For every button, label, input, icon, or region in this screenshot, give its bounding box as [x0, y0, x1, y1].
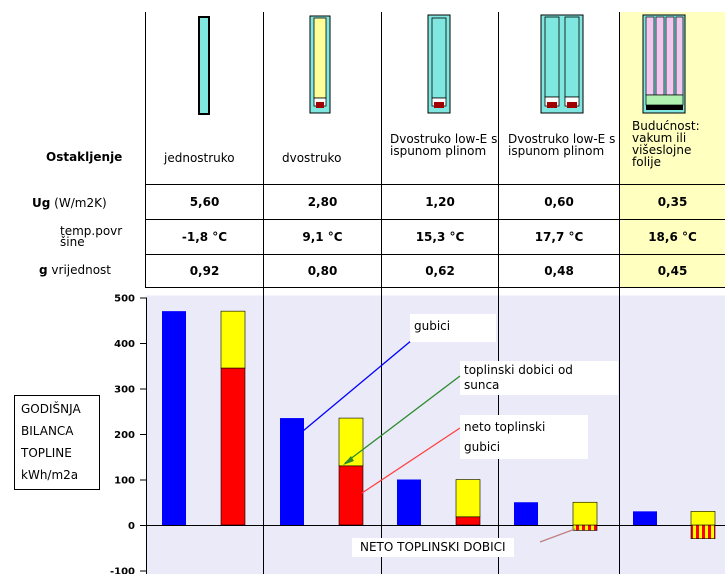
ug-value: 0,60 — [544, 195, 574, 209]
ug-value: 1,20 — [425, 195, 455, 209]
leader-dobici-arrow — [343, 456, 354, 465]
bar-gubici — [280, 418, 304, 525]
bar-gubici — [633, 511, 657, 525]
table-rule — [145, 219, 725, 220]
single-glazing-icon — [198, 16, 210, 115]
callout-neto-dobici: NETO TOPLINSKI DOBICI — [352, 538, 514, 557]
g-rest: vrijednost — [47, 263, 112, 277]
callout-gubici: gubici — [410, 314, 496, 342]
energy-balance-chart: 500 400 300 200 100 0 -100 — [110, 288, 725, 574]
bar-gubici — [162, 311, 186, 525]
g-value: 0,45 — [657, 264, 688, 278]
row-label-g: g vrijednost — [39, 263, 111, 277]
g-value: 0,62 — [425, 264, 455, 278]
ug-label: Ug — [32, 196, 51, 210]
column-name: Dvostruko low-E s ispunom plinom — [390, 132, 498, 158]
ug-value: 0,35 — [657, 195, 688, 209]
column-name: Budućnost: vakum ili višeslojne folije — [632, 120, 700, 169]
leader-dobici — [344, 375, 461, 464]
callout-neto-line: gubici — [464, 440, 501, 454]
table-rule — [145, 287, 725, 288]
multilayer-foil-glazing-icon — [642, 14, 686, 114]
row-label-ug: Ug (W/m2K) — [32, 196, 107, 210]
y-tick-label: 300 — [114, 385, 135, 396]
temp-value: 15,3 °C — [415, 230, 465, 244]
callout-gubici-text: gubici — [414, 319, 451, 333]
row-label-temp: temp.povr šine — [60, 224, 123, 249]
bar-neto-gubici — [338, 465, 364, 526]
g-value: 0,48 — [544, 264, 574, 278]
callout-neto-line: neto toplinski — [464, 420, 546, 434]
leader-neto-dobici — [539, 528, 576, 543]
callout-dobici-line: sunca — [464, 378, 500, 392]
ylabel-box: GODIŠNJA BILANCA TOPLINE kWh/m2a — [14, 395, 100, 490]
g-label: g — [39, 263, 48, 277]
callout-neto: neto toplinski gubici — [460, 415, 588, 459]
ylabel-line: BILANCA — [21, 424, 74, 438]
bar-neto-dobici — [572, 524, 598, 531]
callout-neto-dobici-text: NETO TOPLINSKI DOBICI — [360, 540, 506, 554]
column-name: jednostruko — [164, 151, 235, 165]
bar-dobici-sunca — [455, 479, 481, 518]
y-tick-label: 100 — [114, 476, 135, 487]
bar-gubici — [397, 479, 421, 525]
table-rule — [145, 184, 725, 185]
bar-dobici-sunca — [220, 310, 246, 369]
bar-neto-gubici — [220, 367, 246, 526]
ug-unit: (W/m2K) — [50, 196, 107, 210]
double-glazing-icon — [309, 15, 331, 114]
bar-dobici-sunca — [690, 511, 716, 526]
bar-dobici-sunca — [572, 501, 598, 526]
y-tick-label: 200 — [114, 430, 135, 441]
temp-value: 17,7 °C — [534, 230, 584, 244]
callout-dobici: toplinski dobici od sunca — [460, 361, 618, 395]
temp-value: 18,6 °C — [648, 230, 697, 244]
g-value: 0,92 — [189, 264, 220, 278]
callout-dobici-line: toplinski dobici od — [464, 363, 573, 377]
temp-value: -1,8 °C — [181, 230, 228, 244]
table-divider — [145, 12, 146, 287]
ylabel-line: TOPLINE — [21, 446, 72, 460]
y-tick-label: -100 — [110, 567, 135, 574]
y-tick-label: 500 — [114, 294, 135, 305]
triple-glazing-icon — [540, 14, 584, 114]
column-name: Dvostruko low-E s ispunom plinom — [508, 132, 616, 158]
table-rule — [145, 254, 725, 255]
ylabel-line: GODIŠNJA — [21, 402, 81, 416]
ug-value: 2,80 — [307, 195, 338, 209]
leader-neto — [361, 427, 461, 494]
y-tick-label: 400 — [114, 339, 135, 350]
ug-value: 5,60 — [189, 195, 220, 209]
bar-neto-dobici — [690, 524, 716, 539]
y-tick-label: 0 — [128, 521, 135, 532]
bar-gubici — [514, 502, 538, 525]
ylabel-line: kWh/m2a — [21, 468, 79, 482]
column-name: dvostruko — [282, 151, 342, 165]
bar-neto-gubici — [455, 516, 481, 526]
g-value: 0,80 — [307, 264, 338, 278]
leader-gubici — [302, 339, 413, 432]
glazing-illustrations — [198, 14, 686, 115]
lowe-glazing-icon — [427, 14, 451, 114]
temp-value: 9,1 °C — [302, 230, 343, 244]
row-label-ostakljenje: Ostakljenje — [46, 150, 123, 164]
